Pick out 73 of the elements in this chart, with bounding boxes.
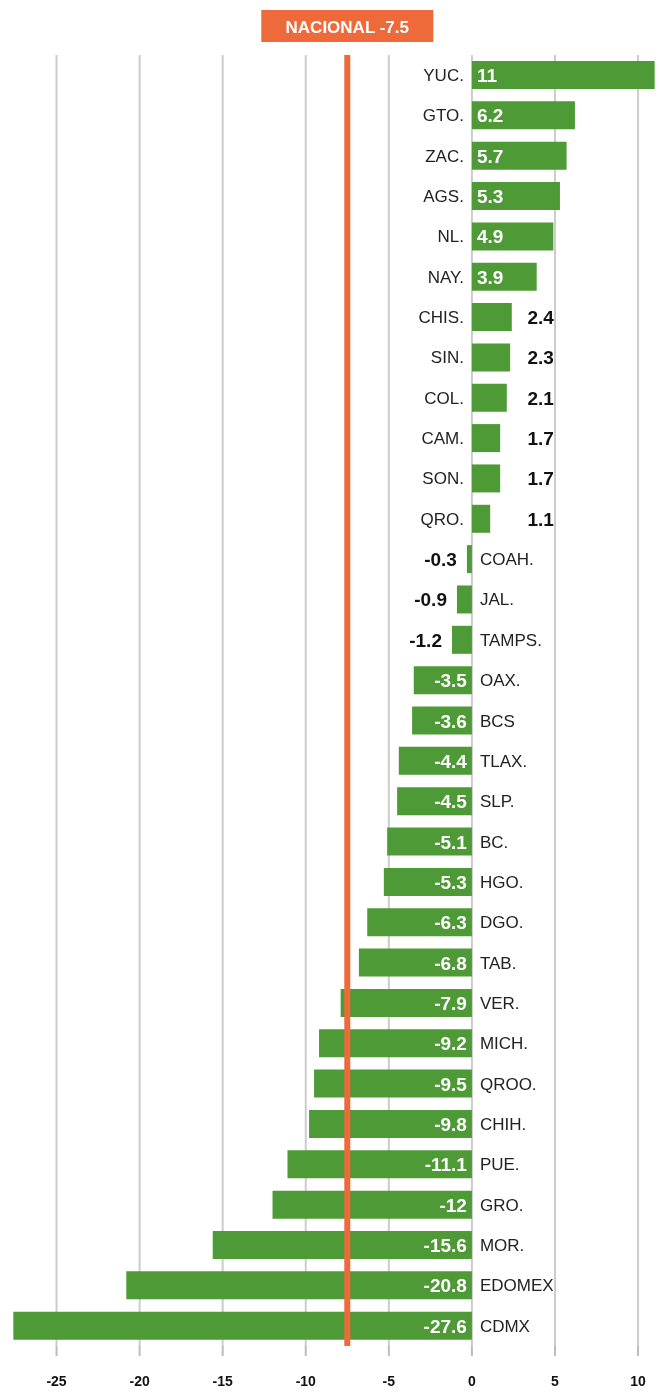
y-tick-label: HGO.	[479, 872, 524, 892]
y-tick-label: CDMX	[479, 1316, 530, 1336]
ref-line-label: NACIONAL -7.5	[285, 18, 410, 37]
y-tick-label: CHIH.	[479, 1114, 527, 1134]
data-label: 11	[476, 65, 498, 86]
y-tick-label: TAB.	[479, 953, 517, 973]
y-tick-label: JAL.	[479, 590, 514, 610]
data-label: -3.6	[434, 710, 467, 732]
y-tick-label: COAH.	[479, 550, 534, 570]
data-label: -6.3	[434, 912, 467, 934]
x-tick-label: 0	[468, 1373, 477, 1389]
data-label: -9.8	[434, 1113, 467, 1135]
x-tick-label: 10	[630, 1373, 647, 1389]
data-label: -20.8	[423, 1275, 467, 1297]
data-label: -1.2	[409, 629, 442, 651]
y-tick-label: AGS.	[423, 187, 464, 207]
y-tick-label: TAMPS.	[479, 630, 542, 650]
data-label: 5.3	[476, 186, 504, 208]
y-tick-label: OAX.	[479, 671, 521, 691]
x-tick-label: -15	[212, 1373, 234, 1389]
data-label: -9.5	[434, 1073, 468, 1095]
data-label: 1.7	[527, 428, 554, 450]
y-tick-label: SIN.	[430, 348, 464, 368]
data-label: -5.3	[434, 871, 467, 893]
y-tick-label: QRO.	[420, 509, 464, 529]
data-label: -11.1	[424, 1154, 468, 1176]
data-label: 4.9	[476, 226, 504, 248]
data-label: -3.5	[434, 670, 468, 692]
y-tick-label: EDOMEX	[479, 1276, 554, 1296]
x-tick-label: -10	[295, 1373, 317, 1389]
data-label: -27.6	[423, 1315, 467, 1337]
y-tick-label: VER.	[479, 993, 520, 1013]
y-tick-label: COL.	[424, 388, 464, 408]
y-tick-label: DGO.	[479, 913, 524, 933]
data-label: 1.7	[527, 468, 554, 490]
data-label: -5.1	[434, 831, 468, 853]
y-tick-label: BCS	[479, 711, 515, 731]
data-label: 3.9	[476, 266, 504, 288]
y-tick-label: TLAX.	[479, 751, 528, 771]
y-tick-label: CHIS.	[418, 308, 464, 328]
data-label: -0.9	[414, 589, 447, 611]
y-tick-label: MOR.	[479, 1235, 525, 1255]
y-tick-label: SLP.	[479, 792, 515, 812]
data-label: -4.4	[434, 750, 468, 772]
y-tick-label: YUC.	[423, 66, 464, 85]
data-label: -12	[439, 1194, 467, 1216]
y-tick-label: NL.	[437, 227, 464, 247]
y-tick-label: SON.	[422, 469, 464, 489]
x-tick-label: -25	[46, 1373, 67, 1389]
data-label: 2.1	[527, 387, 555, 409]
y-tick-label: NAY.	[427, 267, 464, 287]
data-label: -9.2	[434, 1033, 467, 1055]
data-label: 6.2	[476, 105, 504, 127]
data-label: -0.3	[424, 549, 457, 571]
y-tick-label: QROO.	[479, 1074, 537, 1094]
data-label: 2.3	[527, 347, 554, 369]
x-tick-label: -5	[382, 1373, 396, 1389]
x-tick-label: 5	[551, 1373, 560, 1389]
y-tick-label: GTO.	[422, 106, 464, 126]
y-tick-label: BC.	[479, 832, 509, 852]
y-tick-label: ZAC.	[425, 146, 464, 166]
y-tick-label: GRO.	[479, 1195, 524, 1215]
data-label: 1.1	[527, 508, 555, 530]
x-tick-label: -20	[129, 1373, 150, 1389]
data-label: 5.7	[476, 145, 504, 167]
data-label: -7.9	[434, 992, 467, 1014]
y-tick-label: CAM.	[421, 429, 464, 449]
y-tick-label: MICH.	[479, 1034, 529, 1054]
data-label: -6.8	[434, 952, 467, 974]
y-tick-label: PUE.	[479, 1155, 520, 1175]
data-label: -15.6	[423, 1234, 467, 1256]
data-label: -4.5	[434, 791, 468, 813]
data-label: 2.4	[527, 307, 555, 329]
